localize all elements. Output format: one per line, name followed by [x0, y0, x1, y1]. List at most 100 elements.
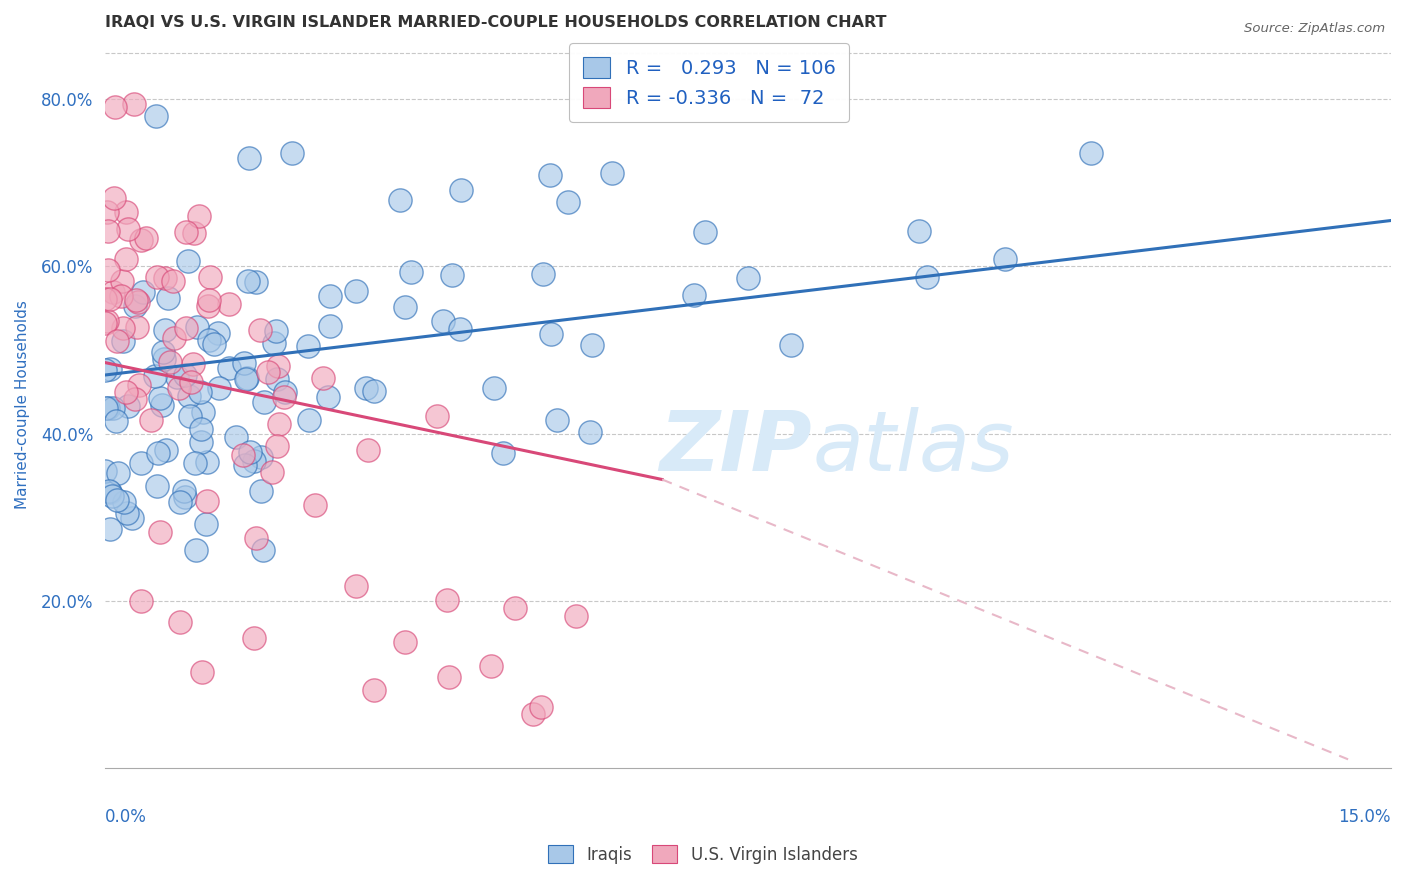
Point	[97, 401, 120, 415]
Point	[436, 593, 458, 607]
Point	[274, 384, 297, 399]
Point	[194, 517, 217, 532]
Point	[103, 401, 125, 415]
Text: 0.0%: 0.0%	[104, 807, 146, 826]
Point	[915, 269, 938, 284]
Point	[98, 483, 121, 498]
Point	[146, 446, 169, 460]
Text: ZIP: ZIP	[659, 408, 813, 489]
Point	[139, 413, 162, 427]
Point	[111, 274, 134, 288]
Point	[98, 292, 121, 306]
Point	[207, 326, 229, 340]
Point	[129, 456, 152, 470]
Point	[273, 390, 295, 404]
Point	[155, 442, 177, 457]
Point	[394, 635, 416, 649]
Point	[432, 314, 454, 328]
Point	[233, 458, 256, 472]
Point	[908, 224, 931, 238]
Point	[94, 293, 117, 307]
Point	[124, 299, 146, 313]
Point	[115, 506, 138, 520]
Point	[389, 193, 412, 207]
Point	[581, 338, 603, 352]
Point	[266, 439, 288, 453]
Point	[146, 269, 169, 284]
Point	[198, 270, 221, 285]
Point	[439, 670, 461, 684]
Point	[174, 321, 197, 335]
Point	[344, 578, 367, 592]
Point	[135, 231, 157, 245]
Point	[153, 323, 176, 337]
Point	[579, 425, 602, 439]
Point	[191, 665, 214, 679]
Point	[245, 275, 267, 289]
Point	[146, 479, 169, 493]
Point	[153, 352, 176, 367]
Point	[112, 334, 135, 348]
Text: Source: ZipAtlas.com: Source: ZipAtlas.com	[1244, 22, 1385, 36]
Point	[297, 339, 319, 353]
Point	[202, 337, 225, 351]
Point	[737, 271, 759, 285]
Point	[169, 495, 191, 509]
Text: 15.0%: 15.0%	[1339, 807, 1391, 826]
Point	[253, 394, 276, 409]
Point	[129, 593, 152, 607]
Point	[97, 263, 120, 277]
Point	[104, 100, 127, 114]
Point	[522, 707, 544, 722]
Point	[266, 359, 288, 373]
Point	[683, 288, 706, 302]
Point	[243, 453, 266, 467]
Point	[319, 289, 342, 303]
Point	[298, 412, 321, 426]
Point	[169, 615, 191, 629]
Point	[173, 484, 195, 499]
Point	[319, 318, 342, 333]
Point	[124, 96, 146, 111]
Point	[779, 338, 801, 352]
Point	[236, 371, 259, 385]
Point	[94, 465, 117, 479]
Point	[179, 409, 201, 423]
Point	[208, 380, 231, 394]
Point	[531, 268, 554, 282]
Point	[195, 494, 218, 508]
Point	[363, 384, 385, 398]
Point	[250, 450, 273, 465]
Point	[143, 368, 166, 383]
Point	[94, 363, 117, 377]
Text: IRAQI VS U.S. VIRGIN ISLANDER MARRIED-COUPLE HOUSEHOLDS CORRELATION CHART: IRAQI VS U.S. VIRGIN ISLANDER MARRIED-CO…	[104, 15, 886, 30]
Point	[239, 445, 262, 459]
Point	[249, 483, 271, 498]
Point	[174, 368, 197, 382]
Point	[105, 492, 128, 507]
Point	[264, 324, 287, 338]
Point	[238, 274, 260, 288]
Point	[174, 225, 197, 239]
Point	[96, 205, 118, 219]
Point	[188, 384, 211, 399]
Point	[152, 344, 174, 359]
Point	[449, 322, 471, 336]
Point	[245, 531, 267, 545]
Point	[218, 360, 240, 375]
Point	[103, 191, 125, 205]
Point	[128, 378, 150, 392]
Point	[540, 327, 562, 342]
Point	[266, 372, 288, 386]
Point	[238, 151, 260, 165]
Point	[149, 524, 172, 539]
Point	[304, 498, 326, 512]
Point	[316, 390, 339, 404]
Legend: R =   0.293   N = 106, R = -0.336   N =  72: R = 0.293 N = 106, R = -0.336 N = 72	[569, 44, 849, 121]
Point	[98, 362, 121, 376]
Point	[183, 226, 205, 240]
Point	[184, 543, 207, 558]
Point	[117, 399, 139, 413]
Point	[96, 314, 118, 328]
Point	[166, 370, 188, 384]
